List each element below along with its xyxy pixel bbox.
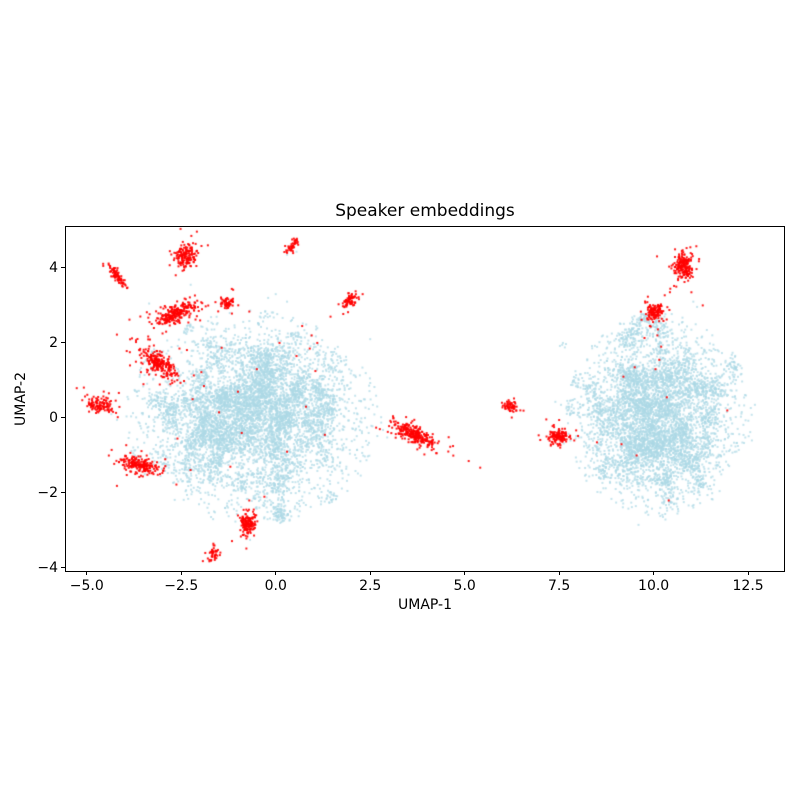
x-axis-label: UMAP-1 bbox=[398, 597, 452, 613]
x-tick-mark bbox=[369, 571, 371, 575]
y-tick-label: 0 bbox=[49, 409, 58, 426]
x-tick-label: 10.0 bbox=[638, 578, 670, 594]
x-tick-mark bbox=[747, 571, 749, 575]
x-tick-label: 5.0 bbox=[453, 578, 476, 594]
x-tick-label: 12.5 bbox=[732, 578, 764, 594]
y-tick-label: −4 bbox=[37, 559, 58, 576]
x-tick-mark bbox=[86, 571, 88, 575]
y-tick-mark bbox=[61, 567, 65, 569]
x-tick-mark bbox=[180, 571, 182, 575]
y-tick-label: −2 bbox=[37, 484, 58, 501]
y-tick-mark bbox=[61, 492, 65, 494]
plot-area: −5.0 −2.5 0.0 2.5 5.0 7.5 10.0 12.5 4 2 0 −2 −4 bbox=[37, 226, 785, 594]
x-tick-mark bbox=[464, 571, 466, 575]
y-tick-mark bbox=[61, 342, 65, 344]
scatter-canvas bbox=[66, 227, 784, 571]
x-tick-label: 0.0 bbox=[264, 578, 287, 594]
x-tick-mark bbox=[558, 571, 560, 575]
chart-title: Speaker embeddings bbox=[335, 201, 515, 221]
y-tick-label: 2 bbox=[49, 334, 58, 351]
x-tick-label: 2.5 bbox=[359, 578, 382, 594]
y-tick-mark bbox=[61, 267, 65, 269]
x-tick-label: −2.5 bbox=[164, 578, 199, 594]
x-tick-mark bbox=[275, 571, 277, 575]
x-tick-label: 7.5 bbox=[548, 578, 571, 594]
x-tick-mark bbox=[653, 571, 655, 575]
y-tick-mark bbox=[61, 417, 65, 419]
y-axis-label: UMAP-2 bbox=[13, 372, 29, 426]
x-tick-label: −5.0 bbox=[69, 578, 104, 594]
y-tick-label: 4 bbox=[49, 259, 58, 276]
